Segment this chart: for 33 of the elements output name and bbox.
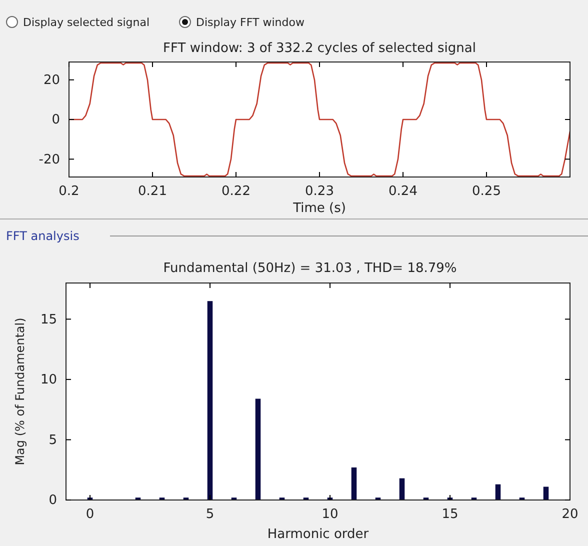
bar xyxy=(207,301,213,500)
bar xyxy=(399,478,405,500)
x-tick-label: 10 xyxy=(322,507,338,522)
y-tick-label: 5 xyxy=(48,432,57,448)
bar xyxy=(543,486,549,500)
y-axis-title: Mag (% of Fundamental) xyxy=(13,318,27,466)
x-tick-label: 15 xyxy=(442,507,458,522)
chart-title: Fundamental (50Hz) = 31.03 , THD= 18.79% xyxy=(163,261,457,276)
x-tick-label: 5 xyxy=(206,507,214,522)
x-tick-label: 0 xyxy=(86,507,94,522)
text: Display selected signal xyxy=(23,16,150,29)
x-tick-label: 20 xyxy=(562,507,578,522)
x-tick-label: 0.2 xyxy=(58,184,80,200)
text: Display FFT window xyxy=(196,16,304,29)
x-tick-label: 0.21 xyxy=(138,184,167,200)
y-tick-label: 10 xyxy=(40,372,57,388)
line-series xyxy=(69,62,570,177)
x-tick-label: 0.24 xyxy=(388,184,418,200)
x-axis-title: Harmonic order xyxy=(267,527,370,542)
bar xyxy=(255,398,261,500)
y-tick-label: 0 xyxy=(48,493,57,508)
chart-title: FFT window: 3 of 332.2 cycles of selected signal xyxy=(163,41,476,56)
y-tick-label: 0 xyxy=(52,112,60,128)
x-axis-title: Time (s) xyxy=(292,201,346,216)
bar xyxy=(351,467,357,500)
y-tick-label: -20 xyxy=(38,152,60,168)
text: FFT analysis xyxy=(6,229,80,243)
x-tick-label: 0.22 xyxy=(222,184,250,200)
x-tick-label: 0.25 xyxy=(472,184,501,200)
x-tick-label: 0.23 xyxy=(305,184,334,200)
y-tick-label: 15 xyxy=(40,312,57,328)
y-tick-label: 20 xyxy=(43,73,60,88)
bar xyxy=(495,484,501,500)
